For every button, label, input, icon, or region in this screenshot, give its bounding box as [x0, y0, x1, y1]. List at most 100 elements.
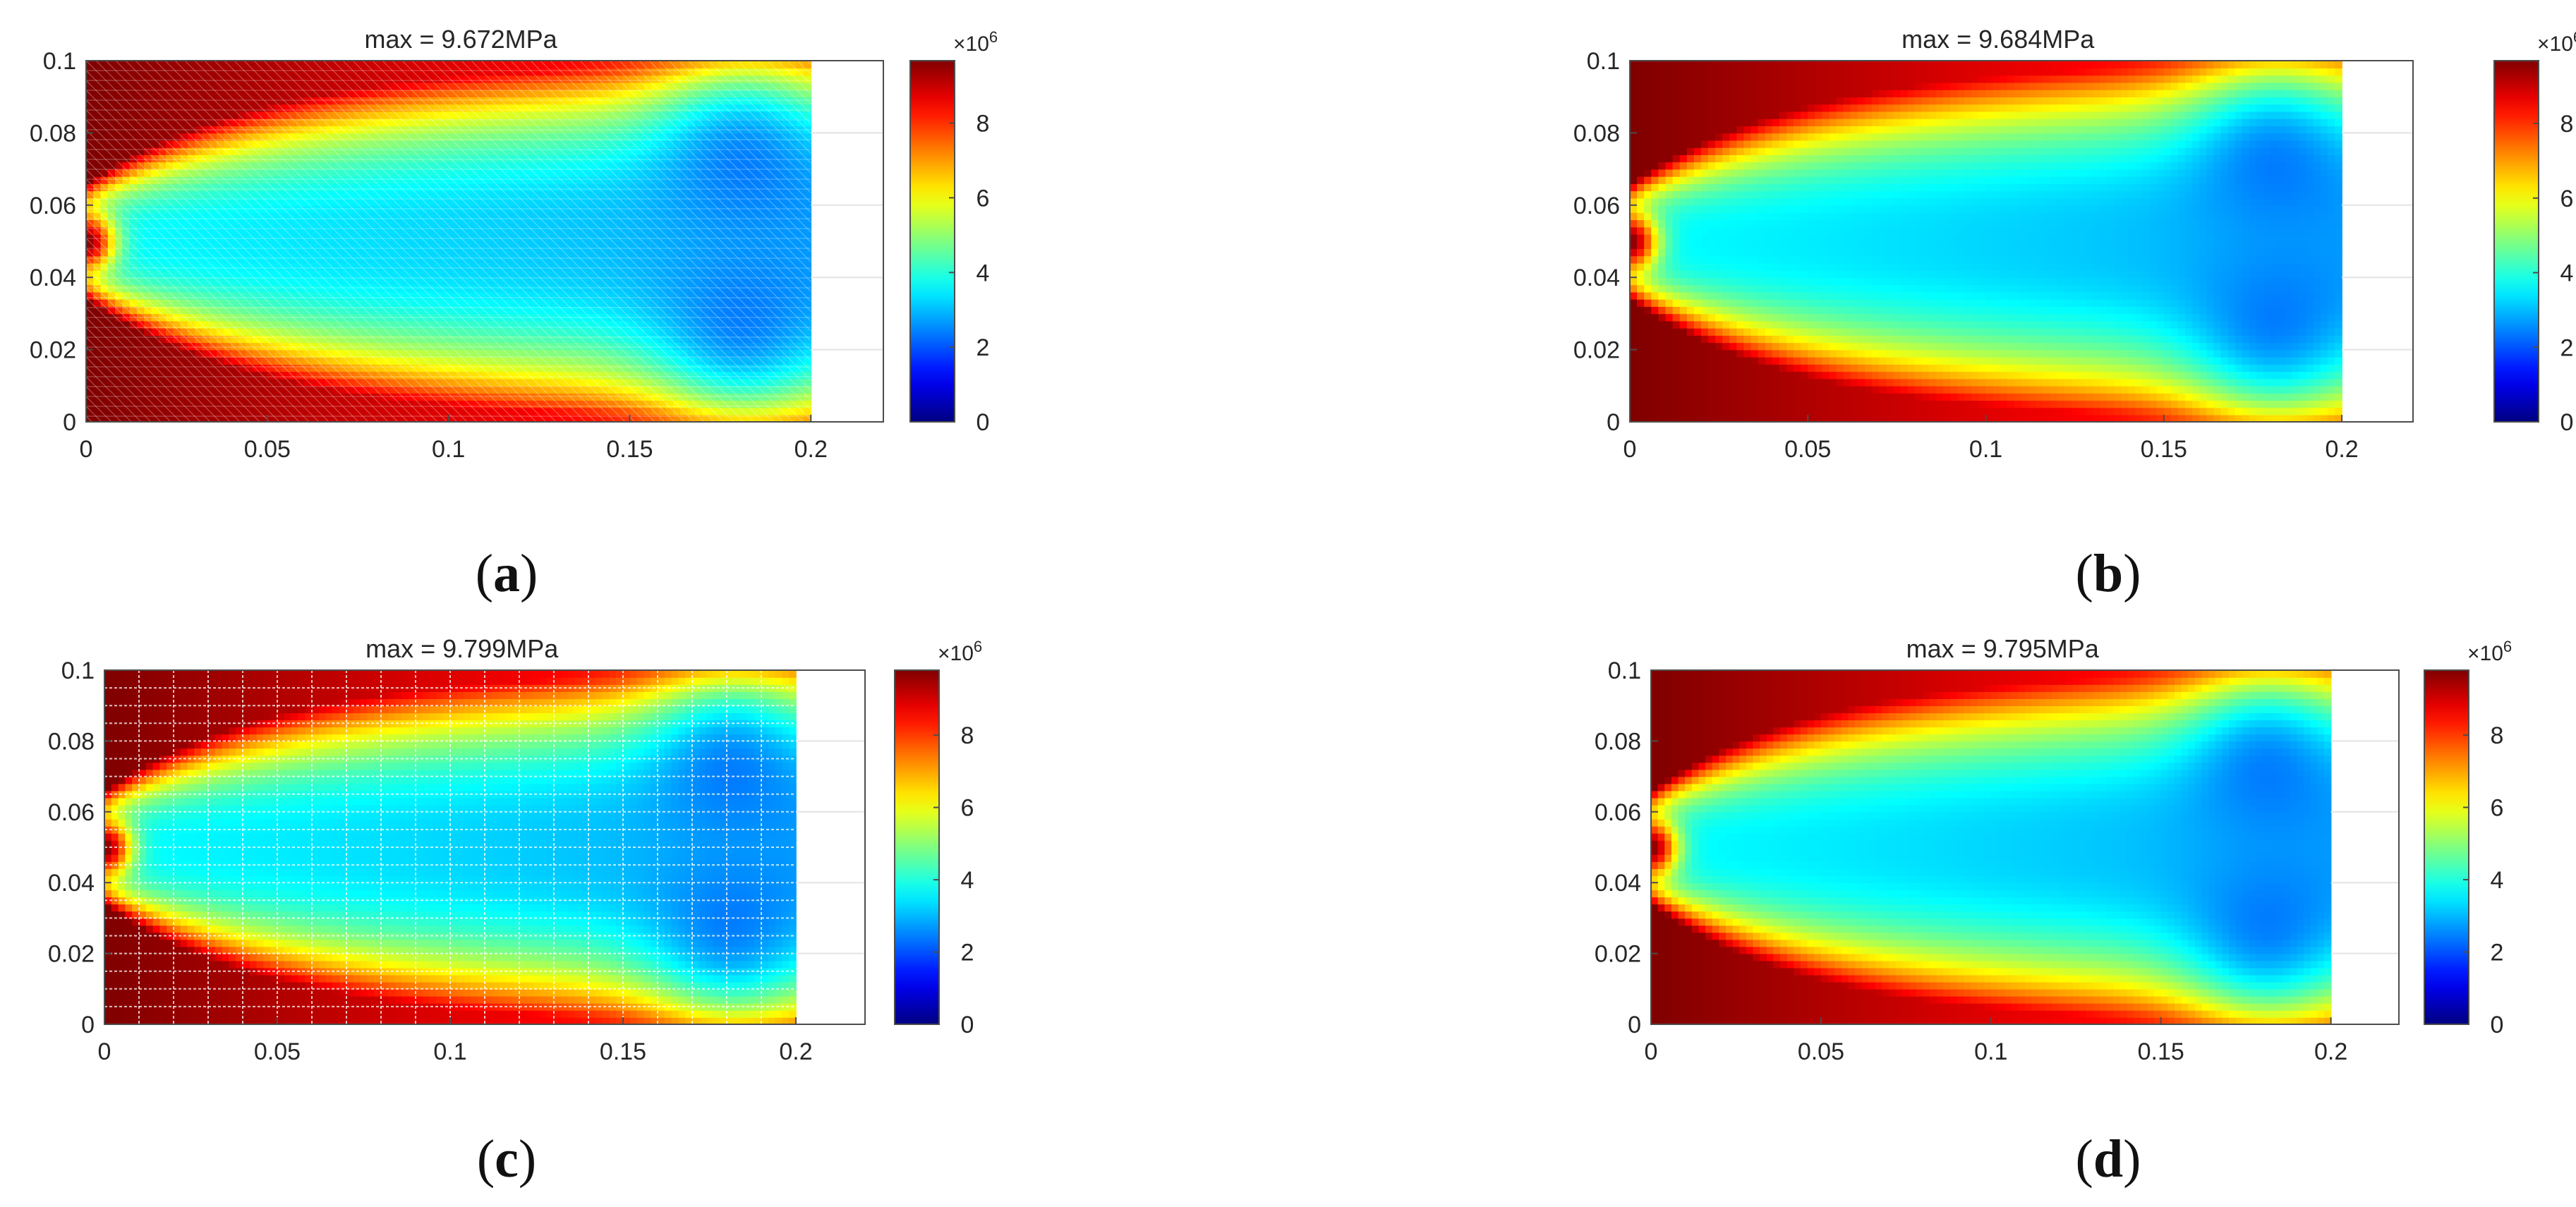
- heatmap-cell: [173, 104, 181, 112]
- heatmap-cell: [607, 378, 616, 387]
- heatmap-cell: [158, 356, 167, 365]
- heatmap-cell: [325, 68, 334, 76]
- heatmap-cell: [325, 342, 334, 351]
- heatmap-cell: [310, 176, 319, 184]
- heatmap-cell: [325, 262, 334, 271]
- heatmap-cell: [441, 61, 449, 69]
- heatmap-cell: [115, 97, 123, 105]
- heatmap-cell: [651, 104, 660, 112]
- heatmap-cell: [506, 176, 514, 184]
- heatmap-cell: [470, 111, 478, 119]
- heatmap-cell: [86, 306, 95, 315]
- heatmap-cell: [448, 205, 456, 213]
- heatmap-cell: [434, 248, 442, 257]
- heatmap-cell: [506, 205, 514, 213]
- heatmap-cell: [514, 393, 522, 401]
- heatmap-cell: [716, 68, 725, 76]
- heatmap-cell: [274, 414, 283, 423]
- heatmap-cell: [535, 342, 543, 351]
- heatmap-cell: [136, 205, 145, 213]
- heatmap-cell: [702, 183, 710, 192]
- heatmap-cell: [151, 154, 159, 163]
- heatmap-cell: [455, 277, 464, 286]
- heatmap-cell: [557, 233, 565, 242]
- heatmap-cell: [405, 385, 413, 394]
- heatmap-cell: [368, 291, 377, 300]
- heatmap-cell: [434, 183, 442, 192]
- heatmap-cell: [267, 306, 275, 315]
- heatmap-cell: [572, 82, 580, 90]
- heatmap-cell: [796, 241, 804, 250]
- heatmap-cell: [397, 205, 406, 213]
- heatmap-cell: [557, 248, 565, 257]
- heatmap-cell: [202, 364, 210, 372]
- heatmap-cell: [253, 89, 261, 97]
- heatmap-cell: [535, 327, 543, 336]
- heatmap-cell: [383, 147, 392, 155]
- heatmap-cell: [122, 298, 131, 307]
- heatmap-cell: [122, 176, 131, 184]
- heatmap-cell: [187, 89, 195, 97]
- heatmap-cell: [303, 205, 312, 213]
- heatmap-cell: [375, 140, 384, 148]
- heatmap-cell: [441, 313, 449, 322]
- heatmap-cell: [485, 75, 493, 83]
- heatmap-cell: [260, 118, 268, 126]
- heatmap-cell: [564, 133, 573, 141]
- heatmap-cell: [499, 205, 507, 213]
- heatmap-cell: [426, 356, 435, 365]
- heatmap-cell: [448, 147, 456, 155]
- heatmap-cell: [564, 335, 573, 344]
- heatmap-cell: [187, 140, 195, 148]
- heatmap-cell: [361, 176, 370, 184]
- heatmap-cell: [260, 183, 268, 192]
- heatmap-cell: [521, 400, 529, 408]
- heatmap-cell: [375, 320, 384, 329]
- heatmap-cell: [318, 133, 326, 141]
- heatmap-cell: [528, 82, 536, 90]
- heatmap-cell: [253, 400, 261, 408]
- heatmap-cell: [441, 226, 449, 235]
- heatmap-cell: [180, 198, 188, 206]
- heatmap-cell: [535, 176, 543, 184]
- heatmap-cell: [216, 306, 224, 315]
- heatmap-cell: [629, 126, 638, 134]
- heatmap-cell: [144, 393, 152, 401]
- heatmap-cell: [246, 190, 254, 199]
- heatmap-cell: [607, 140, 616, 148]
- heatmap-cell: [86, 183, 95, 192]
- heatmap-cell: [499, 393, 507, 401]
- heatmap-cell: [375, 356, 384, 365]
- heatmap-cell: [499, 400, 507, 408]
- heatmap-cell: [390, 82, 399, 90]
- heatmap-cell: [745, 169, 754, 177]
- heatmap-cell: [499, 104, 507, 112]
- heatmap-cell: [615, 162, 623, 170]
- heatmap-cell: [724, 371, 732, 380]
- heatmap-cell: [346, 385, 355, 394]
- heatmap-cell: [492, 342, 500, 351]
- heatmap-cell: [310, 212, 319, 221]
- heatmap-cell: [216, 327, 224, 336]
- heatmap-cell: [151, 104, 159, 112]
- heatmap-cell: [709, 349, 718, 358]
- heatmap-cell: [586, 313, 594, 322]
- heatmap-cell: [455, 154, 464, 163]
- heatmap-cell: [209, 291, 217, 300]
- heatmap-cell: [390, 327, 399, 336]
- heatmap-cell: [238, 298, 246, 307]
- heatmap-cell: [260, 154, 268, 163]
- heatmap-cell: [325, 407, 334, 416]
- heatmap-cell: [282, 393, 290, 401]
- heatmap-cell: [129, 342, 138, 351]
- heatmap-cell: [296, 335, 304, 344]
- heatmap-cell: [86, 356, 95, 365]
- heatmap-cell: [274, 104, 283, 112]
- heatmap-cell: [224, 126, 232, 134]
- heatmap-cell: [774, 219, 782, 228]
- heatmap-cell: [151, 313, 159, 322]
- heatmap-cell: [506, 68, 514, 76]
- heatmap-cell: [129, 190, 138, 199]
- heatmap-cell: [267, 269, 275, 278]
- heatmap-cell: [564, 298, 573, 307]
